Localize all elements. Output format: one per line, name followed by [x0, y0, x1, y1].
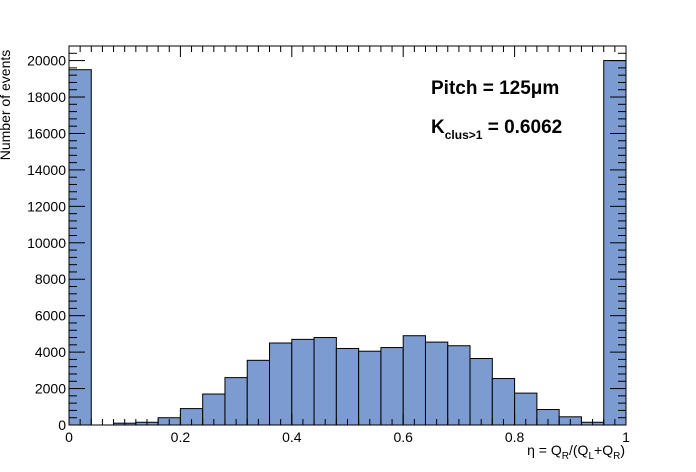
x-tick-label: 0.2: [171, 429, 191, 445]
x-axis-ticks: [68, 46, 627, 425]
histogram-bar: [269, 342, 293, 426]
histogram-bar: [447, 345, 471, 426]
pitch-annotation: Pitch = 125μm: [431, 78, 559, 99]
histogram-bar: [313, 337, 337, 426]
x-tick-label: 0.6: [393, 429, 413, 445]
y-axis-tick-labels: 0 2000 4000 6000 8000 10000 12000 14000 16000 180…: [27, 53, 66, 433]
kclus-subscript: clus>1: [445, 128, 483, 142]
x-tick-label: 0: [65, 429, 73, 445]
x-axis-title: η = QR/(QL+QR): [527, 442, 625, 462]
histogram-bar: [358, 350, 382, 426]
kclus-value: = 0.6062: [482, 117, 562, 138]
kclus-annotation: Kclus>1 = 0.6062: [431, 117, 562, 142]
histogram-bar: [224, 377, 248, 426]
x-tick-label: 0.4: [282, 429, 302, 445]
y-axis-ticks: [69, 45, 626, 426]
y-tick-label: 14000: [27, 162, 66, 178]
y-tick-label: 18000: [27, 89, 66, 105]
histogram-bar: [246, 359, 271, 426]
histogram-bar: [68, 69, 92, 426]
y-tick-label: 16000: [27, 125, 66, 141]
y-tick-label: 20000: [27, 53, 66, 69]
kclus-main: K: [431, 117, 445, 138]
x-axis-tick-labels: 0 0.2 0.4 0.6 0.8 1: [65, 429, 630, 445]
y-tick-label: 0: [58, 417, 66, 433]
histogram-bars: [68, 60, 627, 426]
histogram-bar: [469, 357, 493, 426]
y-tick-label: 12000: [27, 198, 66, 214]
histogram-bar: [291, 338, 315, 426]
histogram-bar: [491, 378, 516, 426]
y-axis-title: Number of events: [0, 50, 13, 161]
y-tick-label: 4000: [35, 344, 66, 360]
histogram-bar: [380, 347, 404, 426]
y-tick-label: 6000: [35, 308, 66, 324]
histogram-bar: [424, 341, 449, 426]
histogram-bar: [335, 347, 360, 426]
y-tick-label: 2000: [35, 381, 66, 397]
y-tick-label: 8000: [35, 271, 66, 287]
x-tick-label: 0.8: [505, 429, 525, 445]
x-tick-label: 1: [622, 429, 630, 445]
y-tick-label: 10000: [27, 235, 66, 251]
histogram-bar: [402, 335, 426, 426]
